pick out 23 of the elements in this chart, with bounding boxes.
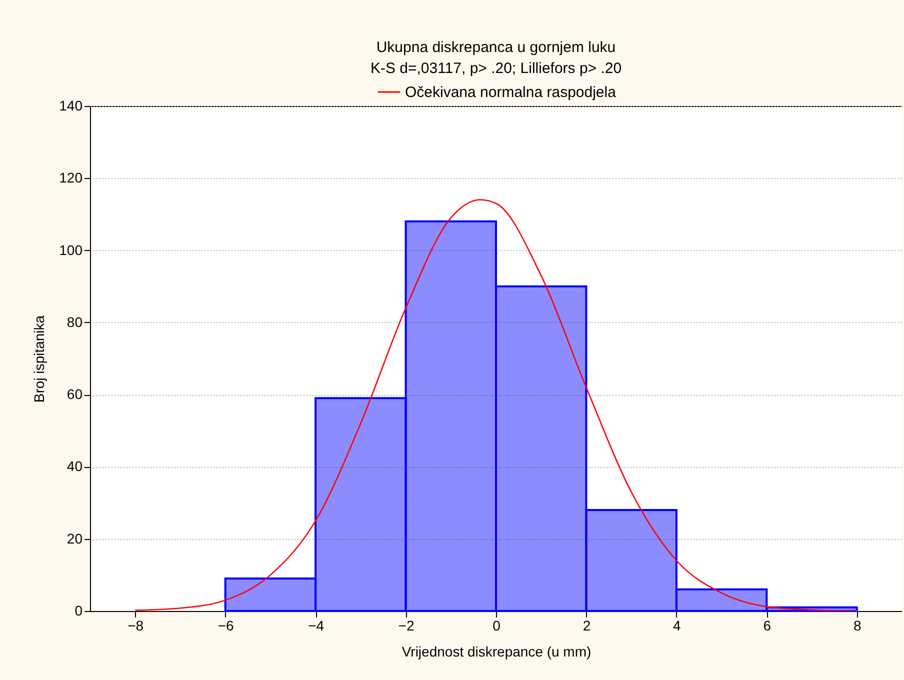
y-axis-title: Broj ispitanika xyxy=(31,315,48,403)
x-tick-label: −6 xyxy=(218,618,234,634)
chart-subtitle: K-S d=,03117, p> .20; Lilliefors p> .20 xyxy=(370,60,622,77)
y-tick-label: 40 xyxy=(66,458,83,474)
x-axis-title: Vrijednost diskrepance (u mm) xyxy=(402,644,592,660)
x-tick-label: −4 xyxy=(308,618,324,634)
x-tick-label: 0 xyxy=(492,618,501,634)
y-tick-label: 120 xyxy=(59,170,83,186)
x-tick-label: 4 xyxy=(673,618,682,634)
x-tick-label: 8 xyxy=(853,618,862,634)
line-series xyxy=(134,199,858,611)
y-tick-label: 140 xyxy=(59,98,83,114)
y-tick-label: 0 xyxy=(74,602,83,618)
y-tick-label: 20 xyxy=(66,530,83,546)
legend-label: Očekivana normalna raspodjela xyxy=(405,84,617,101)
y-tick-label: 100 xyxy=(59,242,83,258)
x-tick-label: −2 xyxy=(398,618,414,634)
x-tick-label: 6 xyxy=(763,618,772,634)
chart-title: Ukupna diskrepanca u gornjem luku xyxy=(376,39,616,56)
y-tick-label: 80 xyxy=(66,314,83,330)
x-tick-label: 2 xyxy=(582,618,591,634)
x-tick-label: −8 xyxy=(128,618,144,634)
y-tick-label: 60 xyxy=(66,386,83,402)
